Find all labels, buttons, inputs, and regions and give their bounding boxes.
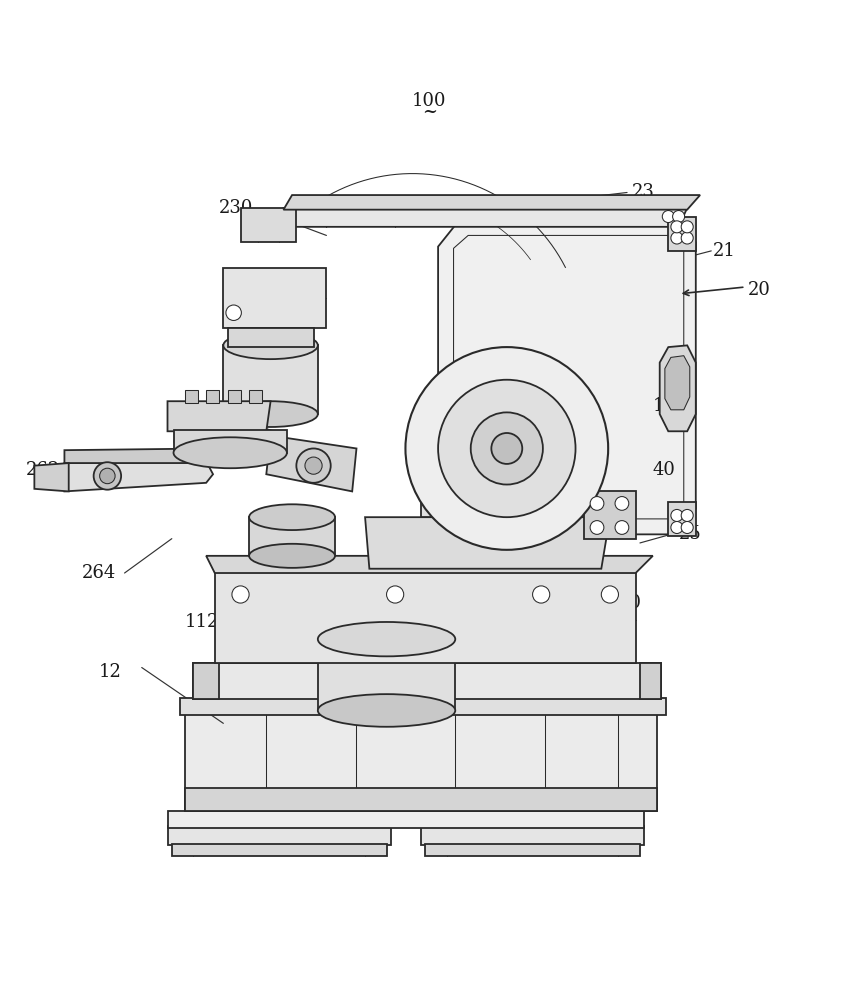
Polygon shape [64, 461, 213, 491]
Circle shape [681, 521, 693, 534]
Ellipse shape [318, 694, 455, 727]
Polygon shape [206, 556, 653, 573]
Text: 111: 111 [563, 624, 597, 642]
Text: 30: 30 [618, 594, 642, 612]
Polygon shape [223, 268, 326, 328]
Text: ~: ~ [422, 103, 437, 121]
Polygon shape [34, 463, 69, 491]
Polygon shape [228, 390, 241, 403]
Polygon shape [206, 390, 219, 403]
Ellipse shape [223, 401, 318, 427]
Text: 100: 100 [412, 92, 447, 110]
Circle shape [100, 468, 115, 484]
Circle shape [671, 521, 683, 534]
Ellipse shape [174, 425, 286, 458]
Polygon shape [438, 225, 696, 534]
Text: 12: 12 [99, 663, 122, 681]
Polygon shape [665, 356, 690, 410]
Polygon shape [174, 430, 287, 453]
Polygon shape [283, 195, 700, 210]
Ellipse shape [223, 332, 318, 359]
Polygon shape [215, 569, 636, 663]
Circle shape [226, 305, 241, 320]
Circle shape [94, 462, 121, 490]
Text: 40: 40 [653, 461, 676, 479]
Polygon shape [421, 474, 576, 517]
Text: 25: 25 [679, 525, 701, 543]
Circle shape [232, 586, 249, 603]
Text: 262: 262 [26, 461, 60, 479]
Polygon shape [365, 517, 610, 569]
Circle shape [671, 509, 683, 521]
Polygon shape [168, 811, 644, 828]
Circle shape [615, 497, 629, 510]
Circle shape [662, 211, 674, 223]
Polygon shape [249, 390, 262, 403]
Text: 230: 230 [219, 199, 253, 217]
Ellipse shape [249, 544, 335, 568]
Polygon shape [168, 826, 391, 845]
Polygon shape [249, 517, 335, 556]
Ellipse shape [249, 504, 335, 530]
Text: 23: 23 [631, 183, 655, 201]
Polygon shape [185, 390, 198, 403]
Circle shape [471, 412, 543, 485]
Polygon shape [185, 788, 657, 811]
Polygon shape [228, 328, 314, 347]
Polygon shape [421, 826, 644, 845]
Polygon shape [668, 502, 696, 536]
Circle shape [533, 586, 550, 603]
Circle shape [387, 586, 404, 603]
Circle shape [590, 497, 604, 510]
Polygon shape [640, 663, 661, 699]
Polygon shape [241, 208, 296, 242]
Circle shape [673, 211, 685, 223]
Circle shape [601, 586, 618, 603]
Circle shape [438, 380, 576, 517]
Circle shape [681, 509, 693, 521]
Circle shape [491, 433, 522, 464]
Text: 264: 264 [82, 564, 116, 582]
Polygon shape [193, 663, 219, 699]
Circle shape [671, 232, 683, 244]
Polygon shape [64, 448, 210, 463]
Ellipse shape [318, 622, 455, 656]
Circle shape [405, 347, 608, 550]
Polygon shape [223, 345, 318, 414]
Circle shape [590, 521, 604, 534]
Circle shape [305, 457, 322, 474]
Text: 21: 21 [713, 242, 736, 260]
Polygon shape [172, 844, 387, 856]
Text: 112: 112 [185, 613, 219, 631]
Polygon shape [185, 710, 657, 811]
Circle shape [681, 221, 693, 233]
Text: 20: 20 [747, 281, 771, 299]
Ellipse shape [174, 437, 287, 468]
Circle shape [615, 521, 629, 534]
Polygon shape [584, 491, 636, 539]
Polygon shape [660, 345, 696, 431]
Circle shape [296, 448, 331, 483]
Polygon shape [425, 844, 640, 856]
Text: 14: 14 [653, 397, 676, 415]
Circle shape [472, 493, 486, 507]
Polygon shape [318, 642, 455, 710]
Circle shape [671, 221, 683, 233]
Polygon shape [168, 401, 271, 431]
Polygon shape [180, 698, 666, 715]
Polygon shape [668, 217, 696, 251]
Text: 263: 263 [232, 564, 266, 582]
Polygon shape [283, 208, 687, 227]
Polygon shape [193, 663, 661, 699]
Polygon shape [266, 436, 356, 491]
Circle shape [681, 232, 693, 244]
